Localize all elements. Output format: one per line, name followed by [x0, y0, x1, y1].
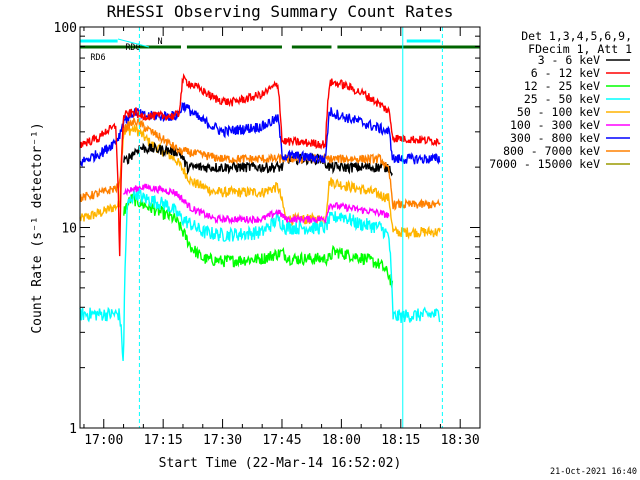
legend-entry-label: 300 - 800 keV	[510, 131, 600, 145]
legend-entry-label: 800 - 7000 keV	[503, 144, 600, 158]
series-line	[123, 141, 394, 177]
x-axis-label: Start Time (22-Mar-14 16:52:02)	[159, 456, 402, 471]
x-tick-label: 17:15	[144, 433, 183, 448]
series-line	[122, 183, 390, 225]
series-3-6-kev	[123, 141, 394, 177]
y-axis-label: Count Rate (s⁻¹ detector⁻¹)	[30, 122, 45, 333]
n-label: N	[157, 37, 162, 47]
legend-entry-label: 50 - 100 keV	[517, 105, 600, 119]
series-50-100-kev	[79, 124, 441, 240]
legend-entry-label: 100 - 300 keV	[510, 118, 600, 132]
legend-entry-label: 3 - 6 keV	[538, 53, 600, 67]
rd6-label: RD6	[90, 53, 105, 63]
series-line	[79, 187, 441, 362]
axis-layer: 17:00 17:15 17:30 17:45 18:00 18:15 18:30 1 10 10…	[54, 21, 481, 448]
series-line	[79, 102, 441, 168]
series-800-7000-kev	[79, 117, 441, 211]
y-tick-label: 100	[54, 21, 77, 36]
chart-title: RHESSI Observing Summary Count Rates	[107, 2, 454, 21]
series-100-300-kev	[122, 183, 390, 225]
series-25-50-kev	[79, 187, 441, 362]
legend-entry-label: 12 - 25 keV	[524, 79, 600, 93]
legend-entry-label: 25 - 50 keV	[524, 92, 600, 106]
legend-header-line: FDecim 1, Att 1	[528, 42, 632, 56]
x-tick-label: 17:30	[203, 433, 242, 448]
annotation-connector	[117, 38, 150, 48]
x-tick-label: 18:00	[322, 433, 361, 448]
series-line	[79, 124, 441, 240]
x-tick-label: 17:00	[84, 433, 123, 448]
legend-entry-label: 7000 - 15000 keV	[489, 157, 600, 171]
y-tick-label: 1	[69, 422, 77, 437]
series-line	[123, 193, 394, 288]
y-tick-label: 10	[61, 222, 77, 237]
series-300-800-kev	[79, 102, 441, 168]
legend: Det 1,3,4,5,6,9,FDecim 1, Att 13 - 6 keV…	[489, 29, 632, 171]
footer-date: 21-Oct-2021 16:40	[550, 467, 637, 477]
annotation-layer: RD0 N RD6	[80, 27, 480, 428]
legend-header-line: Det 1,3,4,5,6,9,	[521, 29, 632, 43]
rd0-label: RD0	[125, 43, 140, 53]
legend-entry-label: 6 - 12 keV	[531, 66, 600, 80]
series-line	[79, 117, 441, 211]
x-tick-label: 17:45	[262, 433, 301, 448]
series-layer	[79, 72, 441, 362]
series-6-12-kev	[79, 72, 441, 257]
x-tick-label: 18:15	[381, 433, 420, 448]
series-line	[79, 72, 441, 257]
series-12-25-kev	[123, 193, 394, 288]
x-tick-label: 18:30	[441, 433, 480, 448]
